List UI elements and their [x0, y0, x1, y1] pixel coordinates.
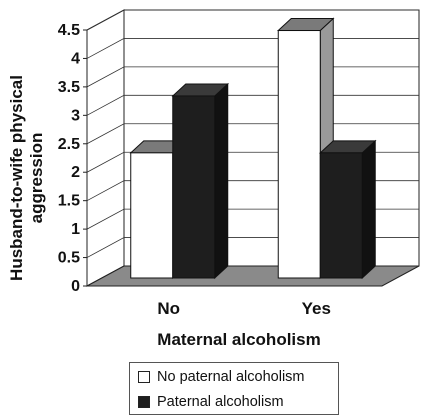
x-axis-category-labels: No Yes: [157, 299, 330, 318]
y-tick-label: 4: [71, 50, 80, 67]
x-category-label: Yes: [302, 299, 331, 318]
bar-front: [319, 152, 363, 279]
legend-item-paternal-alcoholism: Paternal alcoholism: [138, 391, 284, 413]
y-tick-label: 2.5: [58, 136, 80, 153]
y-tick-label: 0.5: [58, 250, 80, 267]
legend-label: Paternal alcoholism: [157, 394, 284, 410]
bar-paternal-alcoholism-yes: [318, 139, 377, 280]
bar-paternal-alcoholism-no: [171, 82, 230, 280]
bar-side: [214, 82, 229, 280]
bar-no-paternal-alcoholism-yes: [276, 17, 335, 280]
y-tick-label: 4.5: [58, 22, 80, 39]
bar-front: [172, 95, 216, 279]
y-tick-label: 3.5: [58, 79, 80, 96]
bar-chart: 0 0.5 1 1.5 2 2.5 3 3.5 4 4.5 No Yes Maternal alco…: [7, 9, 420, 349]
y-axis-tick-labels: 0 0.5 1 1.5 2 2.5 3 3.5 4 4.5: [58, 22, 87, 295]
bars: [129, 17, 377, 280]
y-tick-label: 1: [71, 221, 80, 238]
y-tick-label: 0: [71, 278, 80, 295]
legend: No paternal alcoholism Paternal alcoholi…: [129, 362, 339, 415]
gridline: [86, 9, 419, 31]
y-axis-title: Husband-to-wife physical aggression: [7, 75, 46, 281]
y-tick-label: 1.5: [58, 193, 80, 210]
y-axis-title-line-2: aggression: [27, 133, 46, 224]
legend-swatch-black: [138, 396, 150, 408]
y-tick-label: 3: [71, 107, 80, 124]
legend-label: No paternal alcoholism: [157, 369, 305, 385]
x-category-label: No: [157, 299, 180, 318]
y-tick-label: 2: [71, 164, 80, 181]
side-wall: [86, 9, 125, 287]
bar-front: [277, 30, 321, 279]
bar-front: [130, 152, 174, 279]
y-axis-title-line-1: Husband-to-wife physical: [7, 75, 26, 281]
legend-item-no-paternal-alcoholism: No paternal alcoholism: [138, 366, 305, 388]
legend-swatch-white: [138, 371, 150, 383]
x-axis-title: Maternal alcoholism: [157, 330, 320, 349]
bar-side: [361, 139, 376, 280]
